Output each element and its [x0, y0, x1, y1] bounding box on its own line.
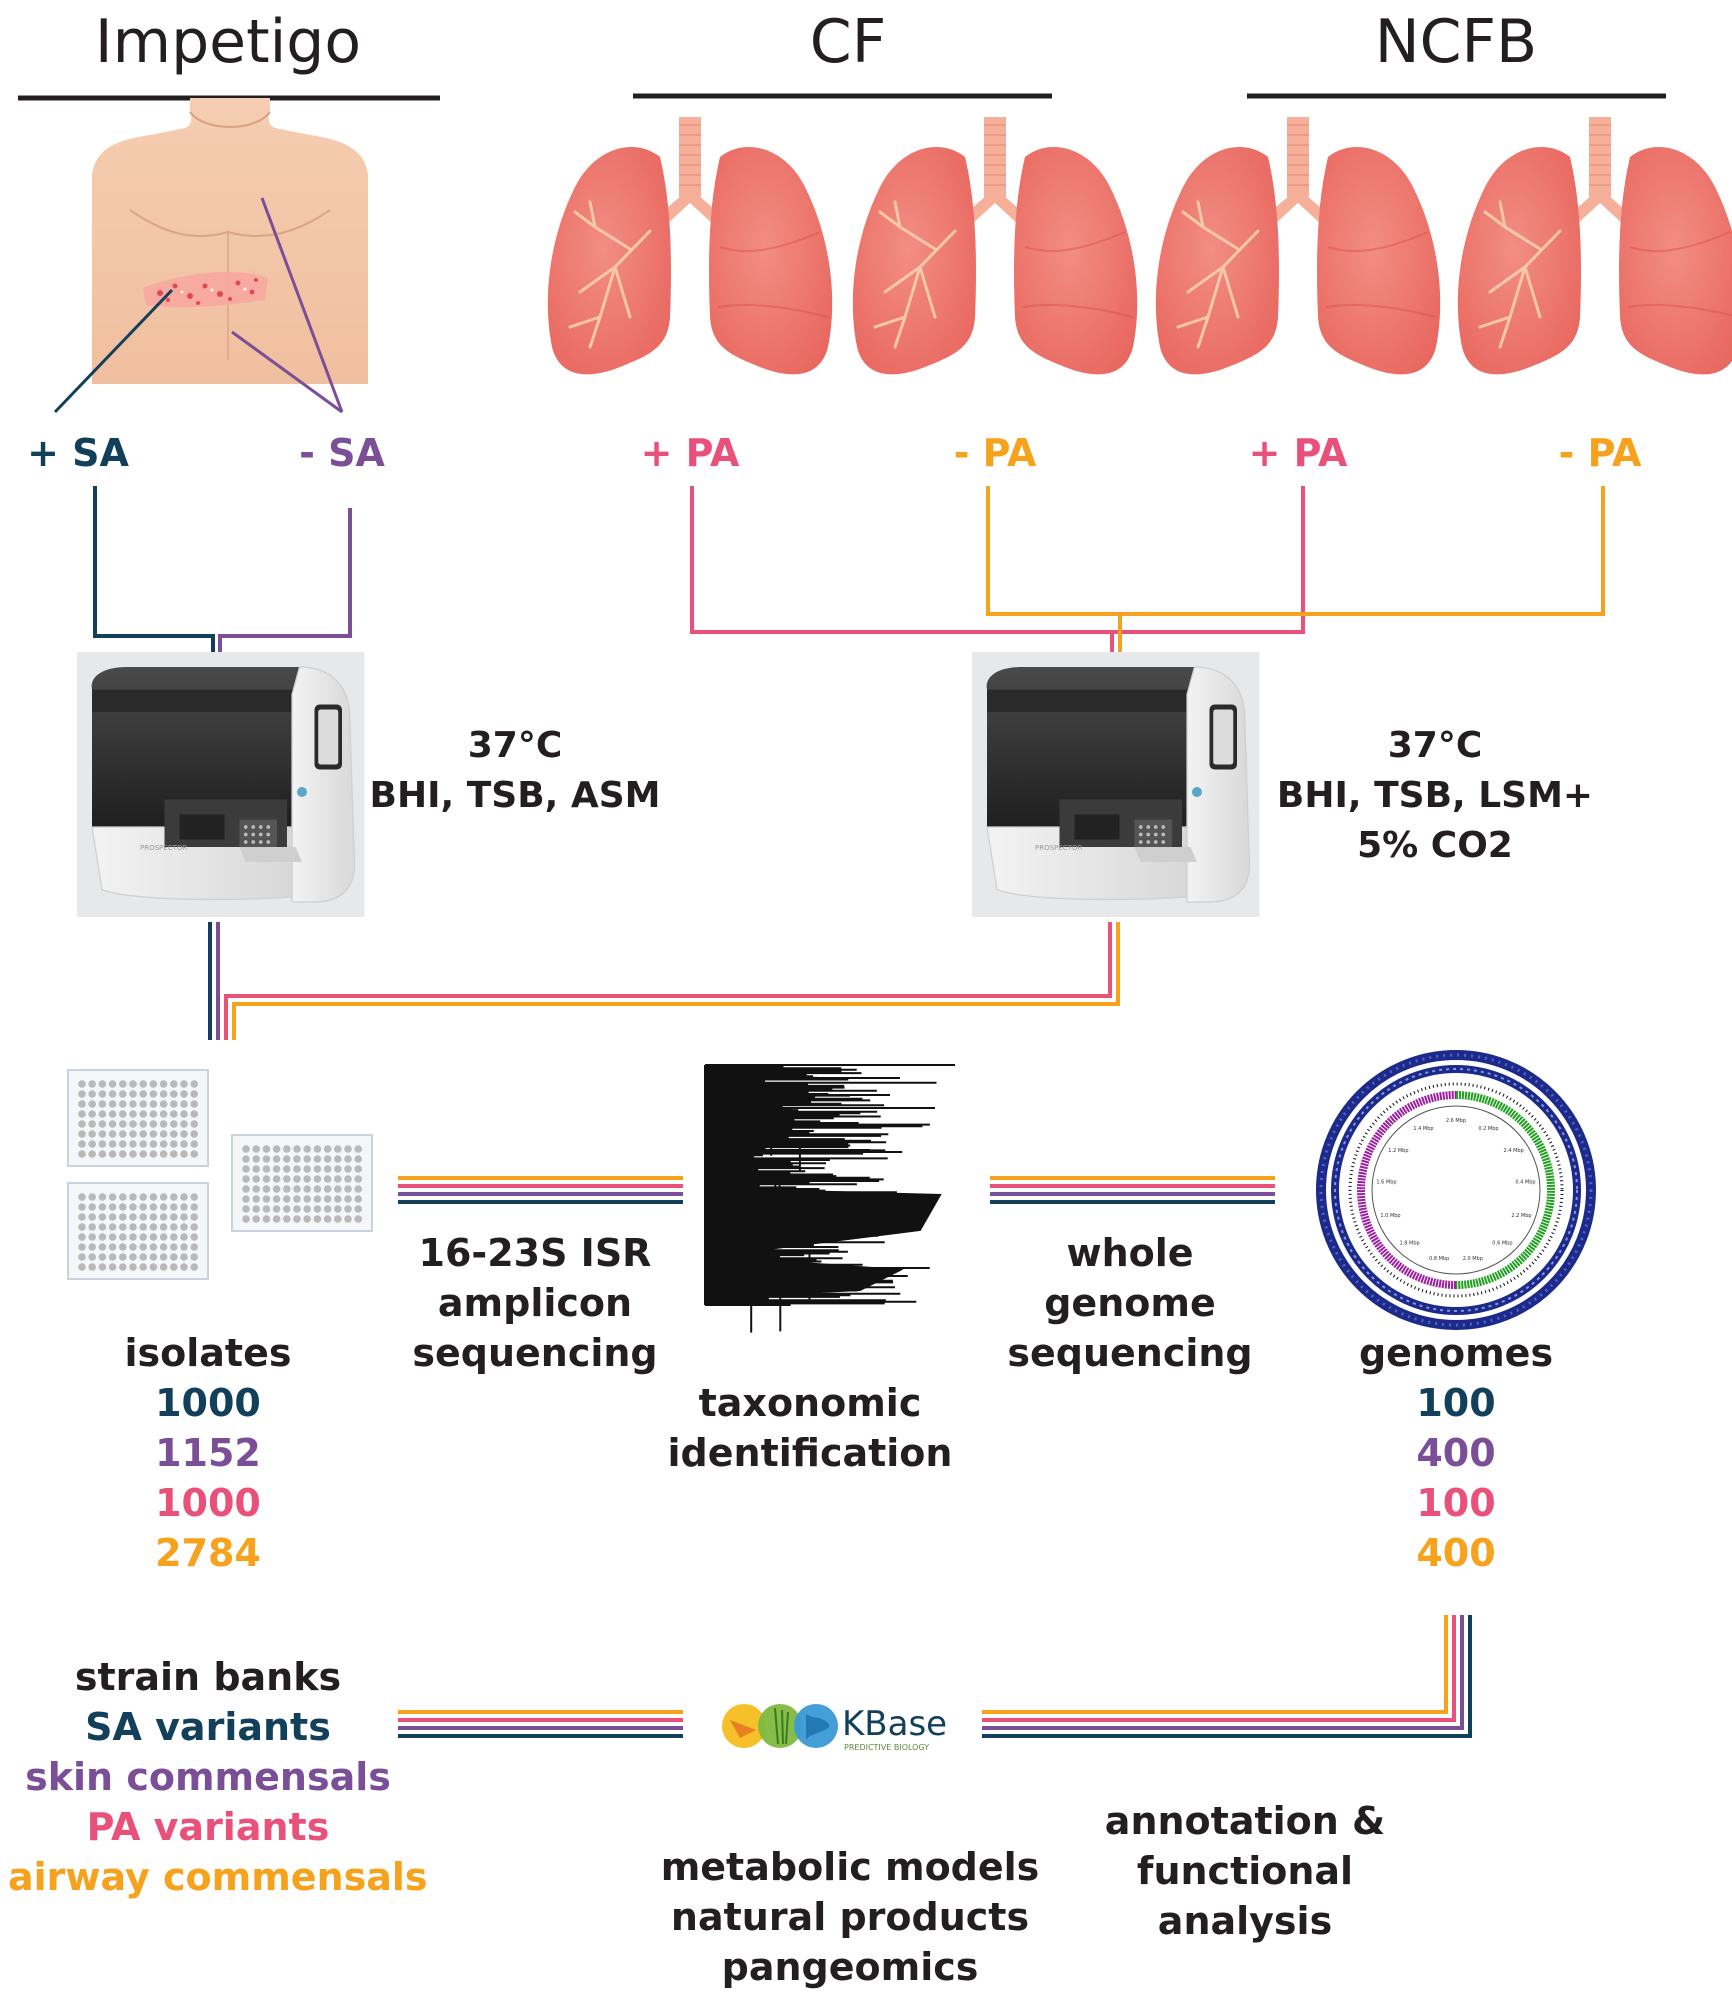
- lungs-cf-plus-pa: [546, 115, 834, 376]
- genomes-to-kbase-skin: [982, 1615, 1464, 1730]
- connector-plus-sa: [93, 486, 215, 655]
- isolate-plates: [67, 1069, 373, 1280]
- minus-sa-swab-line-1: [260, 197, 344, 413]
- drop-pa: [224, 922, 1112, 1040]
- torso-illustration: [92, 98, 368, 384]
- connector-minus-sa: [218, 508, 352, 655]
- genomes-count-sa: 100: [1416, 1381, 1496, 1425]
- circular-genome-map: [1316, 1050, 1596, 1330]
- sa-swab-line: [53, 288, 174, 414]
- genomes-to-kbase-pa: [982, 1615, 1456, 1722]
- isolates-block: isolates 1000 1152 1000 2784: [108, 1328, 308, 1578]
- instrument-brand-left: PROSPECTOR: [140, 844, 187, 852]
- isr-line-2: amplicon: [437, 1281, 633, 1325]
- kbase-logo: KBase PREDICTIVE BIOLOGY: [722, 1704, 947, 1752]
- genomes-to-kbase-airway: [982, 1615, 1448, 1714]
- minus-sa-swab-line-2: [231, 330, 343, 414]
- genome-map-scale-label: 0.4 Mbp: [1515, 1180, 1535, 1186]
- label-minus-sa: - SA: [299, 431, 385, 475]
- phylogenetic-tree: [704, 1064, 955, 1333]
- kbase-tagline: PREDICTIVE BIOLOGY: [844, 1743, 929, 1752]
- tree-dense-clades: [759, 1188, 942, 1297]
- isolates-count-pa: 1000: [155, 1481, 261, 1525]
- strain-bank-skin: skin commensals: [25, 1755, 391, 1799]
- genome-map-scale-label: 1.6 Mbp: [1376, 1180, 1396, 1186]
- title-cf: CF: [810, 7, 886, 77]
- label-cf-minus-pa: - PA: [954, 431, 1037, 475]
- genome-map-scale-label: 2.6 Mbp: [1446, 1118, 1466, 1124]
- drop-airway: [232, 922, 1120, 1040]
- left-culture-media: BHI, TSB, ASM: [370, 775, 661, 816]
- connector-pa: [690, 486, 1305, 634]
- taxonomy-line-2: identification: [667, 1431, 953, 1475]
- isr-line-3: sequencing: [412, 1331, 658, 1375]
- title-ncfb: NCFB: [1375, 7, 1537, 77]
- genome-map-scale-label: 2.4 Mbp: [1503, 1148, 1523, 1154]
- strain-bank-airway: airway commensals: [8, 1855, 428, 1899]
- title-impetigo: Impetigo: [95, 7, 361, 77]
- isolates-count-airway: 2784: [155, 1531, 261, 1575]
- wgs-line-2: genome: [1044, 1281, 1216, 1325]
- lungs-cf-minus-pa: [851, 115, 1139, 376]
- genomes-to-kbase-sa: [982, 1615, 1472, 1738]
- lungs-ncfb-plus-pa: [1154, 115, 1442, 376]
- output-metabolic-models: metabolic models: [660, 1845, 1040, 1889]
- label-plus-sa: + SA: [27, 431, 129, 475]
- isolates-label: isolates: [124, 1331, 292, 1375]
- genome-map-scale-label: 2.2 Mbp: [1511, 1213, 1531, 1219]
- genomes-count-skin: 400: [1416, 1431, 1496, 1475]
- label-ncfb-plus-pa: + PA: [1249, 431, 1348, 475]
- annotation-line-3: analysis: [1157, 1899, 1333, 1943]
- lungs-ncfb-minus-pa: [1456, 115, 1732, 376]
- genome-map-scale-label: 0.2 Mbp: [1478, 1126, 1498, 1132]
- genomes-block: genomes 100 400 100 400: [1356, 1328, 1556, 1578]
- genome-map-scale-label: 0.8 Mbp: [1429, 1256, 1449, 1262]
- taxonomy-line-1: taxonomic: [698, 1381, 922, 1425]
- label-ncfb-minus-pa: - PA: [1559, 431, 1642, 475]
- genome-map-scale-label: 1.4 Mbp: [1413, 1126, 1433, 1132]
- taxonomic-identification-step: taxonomic identification: [660, 1378, 960, 1478]
- genomes-count-pa: 100: [1416, 1481, 1496, 1525]
- genome-map-scale-label: 1.2 Mbp: [1388, 1148, 1408, 1154]
- genomes-label: genomes: [1358, 1331, 1554, 1375]
- downstream-outputs: metabolic models natural products pangeo…: [650, 1842, 1050, 1992]
- strain-bank-pa: PA variants: [86, 1805, 330, 1849]
- annotation-line-1: annotation &: [1104, 1799, 1386, 1843]
- output-pangeomics: pangeomics: [721, 1945, 979, 1989]
- wgs-step: whole genome sequencing: [990, 1228, 1270, 1378]
- genome-map-scale-label: 0.6 Mbp: [1492, 1240, 1512, 1246]
- wgs-line-3: sequencing: [1007, 1331, 1253, 1375]
- wgs-line-1: whole: [1066, 1231, 1194, 1275]
- annotation-line-2: functional: [1136, 1849, 1354, 1893]
- output-natural-products: natural products: [670, 1895, 1030, 1939]
- genome-map-scale-label: 1.0 Mbp: [1380, 1213, 1400, 1219]
- isolation-instrument-left: [76, 651, 366, 918]
- instrument-brand-right: PROSPECTOR: [1035, 844, 1082, 852]
- genome-map-scale-label: 1.8 Mbp: [1399, 1240, 1419, 1246]
- strain-bank-sa: SA variants: [85, 1705, 331, 1749]
- left-culture-temp: 37°C: [468, 725, 563, 766]
- connector-airway: [986, 486, 1605, 616]
- kbase-name: KBase: [842, 1704, 947, 1744]
- right-culture-temp: 37°C: [1388, 725, 1483, 766]
- right-culture-atmosphere: 5% CO2: [1357, 825, 1513, 866]
- isr-sequencing-step: 16-23S ISR amplicon sequencing: [395, 1228, 675, 1378]
- label-cf-plus-pa: + PA: [641, 431, 740, 475]
- isolation-instrument-right: [971, 651, 1261, 918]
- isolates-count-skin: 1152: [155, 1431, 261, 1475]
- isr-line-1: 16-23S ISR: [418, 1231, 652, 1275]
- strain-banks-label: strain banks: [74, 1655, 342, 1699]
- right-culture-media: BHI, TSB, LSM+: [1277, 775, 1593, 816]
- genome-map-scale-label: 2.0 Mbp: [1463, 1256, 1483, 1262]
- genomes-count-airway: 400: [1416, 1531, 1496, 1575]
- annotation-step: annotation & functional analysis: [1085, 1796, 1405, 1946]
- strain-banks-block: strain banks SA variants skin commensals…: [8, 1652, 428, 1902]
- isolates-count-sa: 1000: [155, 1381, 261, 1425]
